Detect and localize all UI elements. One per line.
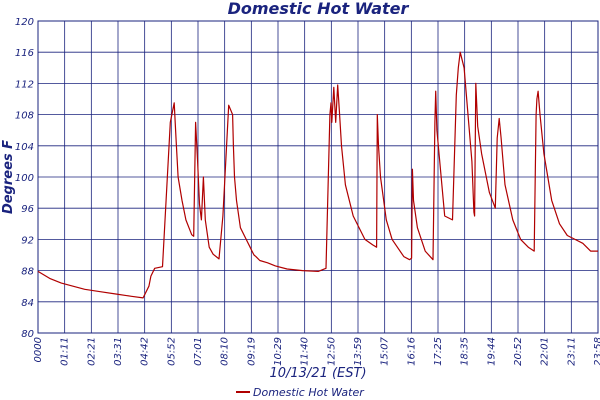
y-tick-label: 112: [15, 79, 34, 90]
x-tick-label: 04:42: [140, 337, 151, 366]
x-axis-label: 10/13/21 (EST): [269, 366, 366, 381]
x-tick-label: 03:31: [113, 337, 124, 366]
y-tick-label: 80: [21, 329, 34, 340]
x-tick-label: 0000: [33, 337, 44, 362]
x-tick-label: 05:52: [166, 337, 177, 366]
x-tick-label: 08:10: [220, 337, 231, 366]
y-tick-label: 84: [21, 298, 34, 309]
x-tick-label: 07:01: [193, 337, 204, 366]
x-tick-label: 13:59: [353, 337, 364, 366]
x-tick-label: 10:29: [273, 337, 284, 366]
legend: Domestic Hot Water: [236, 386, 365, 399]
y-axis-label: Degrees F: [1, 140, 16, 214]
x-tick-label: 20:52: [513, 337, 524, 366]
x-tick-label: 23:58: [593, 337, 600, 366]
y-tick-label: 120: [15, 17, 34, 28]
x-tick-label: 12:50: [326, 337, 337, 366]
x-tick-label: 11:40: [300, 337, 311, 366]
y-tick-label: 104: [15, 142, 34, 153]
series-line-domestic-hot-water: [37, 51, 598, 299]
x-tick-label: 19:44: [486, 337, 497, 366]
series-layer: [37, 51, 598, 299]
x-tick-label: 23:11: [566, 337, 577, 366]
x-tick-label: 17:25: [433, 337, 444, 366]
y-tick-label: 116: [15, 48, 34, 59]
y-tick-label: 100: [15, 173, 34, 184]
x-tick-label: 22:01: [540, 337, 551, 366]
y-tick-label: 96: [21, 204, 34, 215]
plot-frame: [37, 20, 599, 334]
y-tick-label: 88: [21, 267, 34, 278]
y-axis: 80 84 88 92 96 100 104 108 112 116 120: [15, 17, 34, 340]
legend-label: Domestic Hot Water: [253, 386, 365, 399]
chart-title: Domestic Hot Water: [228, 0, 410, 18]
grid: [37, 20, 599, 334]
x-tick-label: 02:21: [86, 337, 97, 366]
x-tick-label: 15:07: [380, 336, 391, 365]
y-tick-label: 108: [15, 111, 34, 122]
x-tick-label: 09:19: [246, 337, 257, 366]
x-tick-label: 01:11: [60, 337, 71, 366]
y-tick-label: 92: [21, 235, 34, 246]
x-tick-label: 18:35: [460, 337, 471, 366]
x-tick-label: 16:16: [406, 337, 417, 366]
x-axis: 0000 01:11 02:21 03:31 04:42 05:52 07:01 08:10 0…: [33, 336, 600, 365]
